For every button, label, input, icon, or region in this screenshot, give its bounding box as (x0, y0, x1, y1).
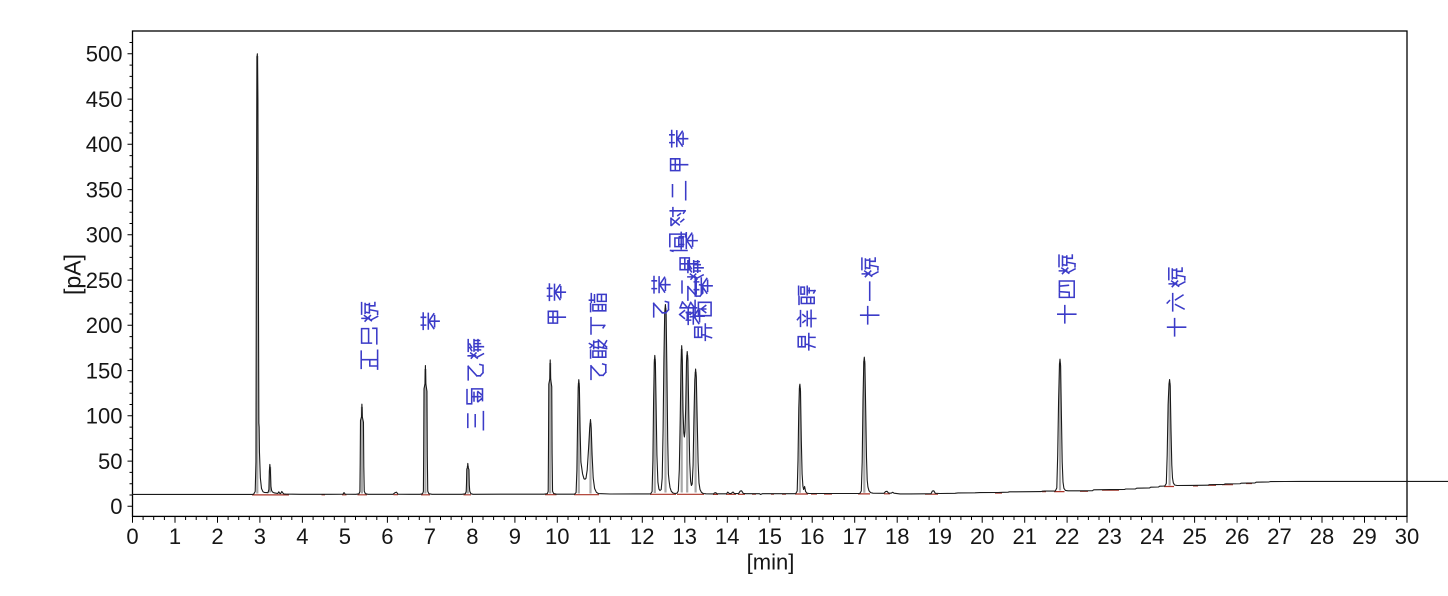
svg-text:[pA]: [pA] (60, 254, 86, 295)
svg-text:50: 50 (98, 449, 122, 474)
svg-text:7: 7 (424, 524, 436, 549)
svg-text:150: 150 (86, 358, 123, 383)
svg-text:27: 27 (1267, 524, 1291, 549)
svg-text:[min]: [min] (747, 550, 795, 575)
svg-text:1: 1 (169, 524, 181, 549)
svg-text:350: 350 (86, 177, 123, 202)
svg-text:9: 9 (509, 524, 521, 549)
svg-text:30: 30 (1395, 524, 1419, 549)
svg-text:4: 4 (296, 524, 308, 549)
svg-text:0: 0 (126, 524, 138, 549)
svg-text:21: 21 (1012, 524, 1036, 549)
svg-text:500: 500 (86, 42, 123, 67)
svg-text:12: 12 (630, 524, 654, 549)
svg-text:300: 300 (86, 223, 123, 248)
svg-text:25: 25 (1182, 524, 1206, 549)
svg-text:0: 0 (110, 494, 122, 519)
svg-text:26: 26 (1225, 524, 1249, 549)
svg-text:28: 28 (1310, 524, 1334, 549)
svg-text:250: 250 (86, 268, 123, 293)
svg-text:8: 8 (466, 524, 478, 549)
svg-text:100: 100 (86, 404, 123, 429)
svg-text:18: 18 (885, 524, 909, 549)
svg-text:10: 10 (545, 524, 569, 549)
svg-text:20: 20 (970, 524, 994, 549)
svg-text:2: 2 (211, 524, 223, 549)
svg-text:22: 22 (1055, 524, 1079, 549)
svg-text:5: 5 (339, 524, 351, 549)
svg-text:17: 17 (842, 524, 866, 549)
svg-text:13: 13 (673, 524, 697, 549)
svg-text:23: 23 (1097, 524, 1121, 549)
svg-text:29: 29 (1352, 524, 1376, 549)
svg-text:3: 3 (254, 524, 266, 549)
svg-text:11: 11 (588, 524, 611, 549)
svg-text:400: 400 (86, 132, 123, 157)
svg-text:15: 15 (758, 524, 782, 549)
svg-text:24: 24 (1140, 524, 1164, 549)
svg-text:6: 6 (381, 524, 393, 549)
svg-text:16: 16 (800, 524, 824, 549)
svg-text:19: 19 (927, 524, 951, 549)
svg-text:14: 14 (715, 524, 739, 549)
svg-text:450: 450 (86, 87, 123, 112)
svg-text:200: 200 (86, 313, 123, 338)
